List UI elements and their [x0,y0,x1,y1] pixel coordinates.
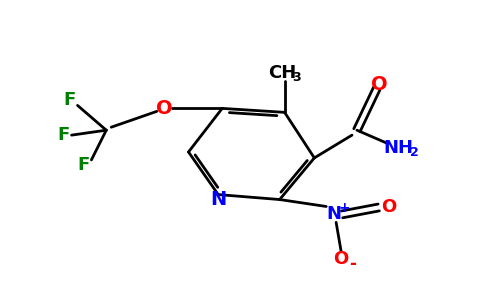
Text: F: F [77,156,90,174]
Text: 2: 2 [410,146,419,160]
Text: O: O [156,99,173,118]
Text: F: F [63,92,76,110]
Text: 3: 3 [292,71,301,84]
Text: -: - [349,255,356,273]
Text: N: N [210,190,227,209]
Text: O: O [381,199,396,217]
Text: CH: CH [269,64,297,82]
Text: NH: NH [383,139,413,157]
Text: +: + [338,202,350,215]
Text: N: N [327,206,342,224]
Text: O: O [333,250,348,268]
Text: F: F [58,126,70,144]
Text: O: O [371,75,388,94]
